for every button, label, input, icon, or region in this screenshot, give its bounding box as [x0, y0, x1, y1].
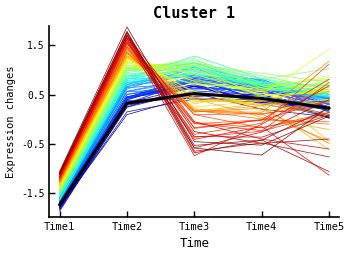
Y-axis label: Expression changes: Expression changes [6, 65, 15, 178]
Title: Cluster 1: Cluster 1 [153, 6, 236, 20]
X-axis label: Time: Time [179, 238, 210, 250]
